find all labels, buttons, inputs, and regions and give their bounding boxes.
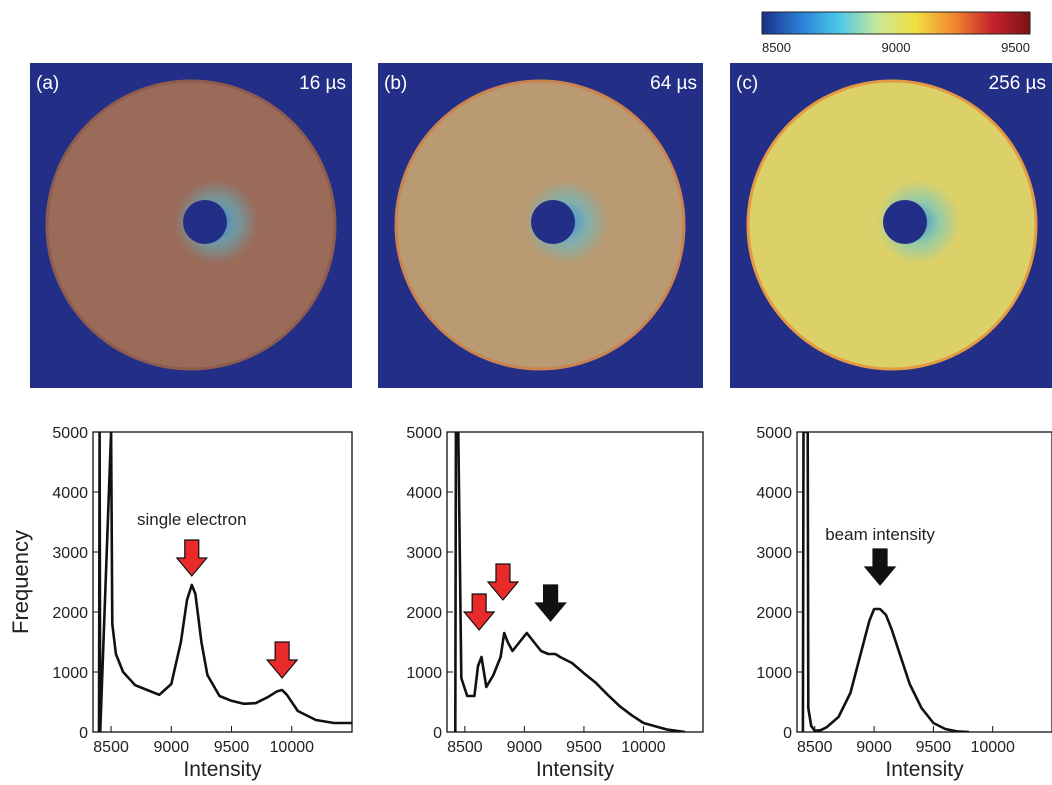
histogram-panel-c: 0 1000 2000 3000 4000 5000 8500 9000 9500 10000 In… <box>756 425 1052 781</box>
x-tick-label: 10000 <box>970 739 1015 756</box>
y-tick-label: 0 <box>79 725 88 742</box>
y-tick-label: 2000 <box>756 605 792 622</box>
red-arrow-marker <box>462 593 496 631</box>
x-tick-label: 9000 <box>507 739 543 756</box>
panel-label: (c) <box>736 73 758 94</box>
plot-frame <box>796 431 1052 733</box>
y-tick-label: 4000 <box>406 485 442 502</box>
x-tick-label: 8500 <box>797 739 833 756</box>
y-tick-label: 3000 <box>756 545 792 562</box>
red-arrow-marker <box>175 539 209 577</box>
histogram-line <box>801 432 970 732</box>
y-tick-label: 1000 <box>52 665 88 682</box>
black-arrow-marker <box>534 584 567 622</box>
y-tick-label: 5000 <box>406 425 442 442</box>
image-panel-c: (c) 256 µs <box>730 63 1052 388</box>
x-tick-label: 9000 <box>154 739 190 756</box>
y-tick-label: 1000 <box>756 665 792 682</box>
x-tick-label: 9500 <box>566 739 602 756</box>
x-axis-label: Intensity <box>885 758 964 781</box>
image-panel-a: (a) 16 µs <box>30 63 352 388</box>
black-arrow-marker <box>863 548 897 586</box>
y-tick-label: 2000 <box>406 605 442 622</box>
y-tick-label: 4000 <box>756 485 792 502</box>
annotation-label: beam intensity <box>825 525 935 544</box>
red-arrow-marker <box>486 563 520 601</box>
y-tick-label: 2000 <box>52 605 88 622</box>
x-tick-label: 10000 <box>270 739 315 756</box>
annotation-label: single electron <box>137 510 247 529</box>
center-hole <box>883 200 927 244</box>
plot-frame <box>92 431 353 733</box>
x-axis-label: Intensity <box>183 758 262 781</box>
colorbar-bar <box>761 11 1031 35</box>
plot-frame <box>446 431 704 733</box>
y-tick-label: 1000 <box>406 665 442 682</box>
y-tick-label: 3000 <box>406 545 442 562</box>
y-tick-label: 4000 <box>52 485 88 502</box>
exposure-time: 16 µs <box>299 73 346 94</box>
x-tick-label: 9500 <box>916 739 952 756</box>
y-tick-label: 5000 <box>52 425 88 442</box>
center-hole <box>183 200 227 244</box>
x-tick-label: 8500 <box>447 739 483 756</box>
colorbar-min-label: 8500 <box>762 40 791 55</box>
x-tick-label: 8500 <box>93 739 129 756</box>
exposure-time: 256 µs <box>989 73 1046 94</box>
center-hole <box>531 200 575 244</box>
y-axis-label: Frequency <box>8 530 33 634</box>
exposure-time: 64 µs <box>650 73 697 94</box>
histogram-line <box>97 432 352 732</box>
histogram-panel-a: 0 1000 2000 3000 4000 5000 8500 9000 9500 10000 In… <box>8 425 353 781</box>
panel-label: (a) <box>36 73 59 94</box>
red-arrow-marker <box>265 641 299 679</box>
histogram-panel-b: 0 1000 2000 3000 4000 5000 8500 9000 9500 10000 In… <box>406 425 704 781</box>
histogram-line <box>453 432 686 732</box>
y-tick-label: 0 <box>433 725 442 742</box>
x-tick-label: 9500 <box>214 739 250 756</box>
colorbar-mid-label: 9000 <box>882 40 911 55</box>
x-tick-label: 9000 <box>856 739 892 756</box>
y-tick-label: 3000 <box>52 545 88 562</box>
x-axis-label: Intensity <box>536 758 615 781</box>
image-panel-b: (b) 64 µs <box>378 63 703 388</box>
y-tick-label: 0 <box>783 725 792 742</box>
colorbar: 8500 9000 9500 <box>761 11 1031 55</box>
x-tick-label: 10000 <box>621 739 666 756</box>
colorbar-max-label: 9500 <box>1001 40 1030 55</box>
panel-label: (b) <box>384 73 407 94</box>
y-tick-label: 5000 <box>756 425 792 442</box>
